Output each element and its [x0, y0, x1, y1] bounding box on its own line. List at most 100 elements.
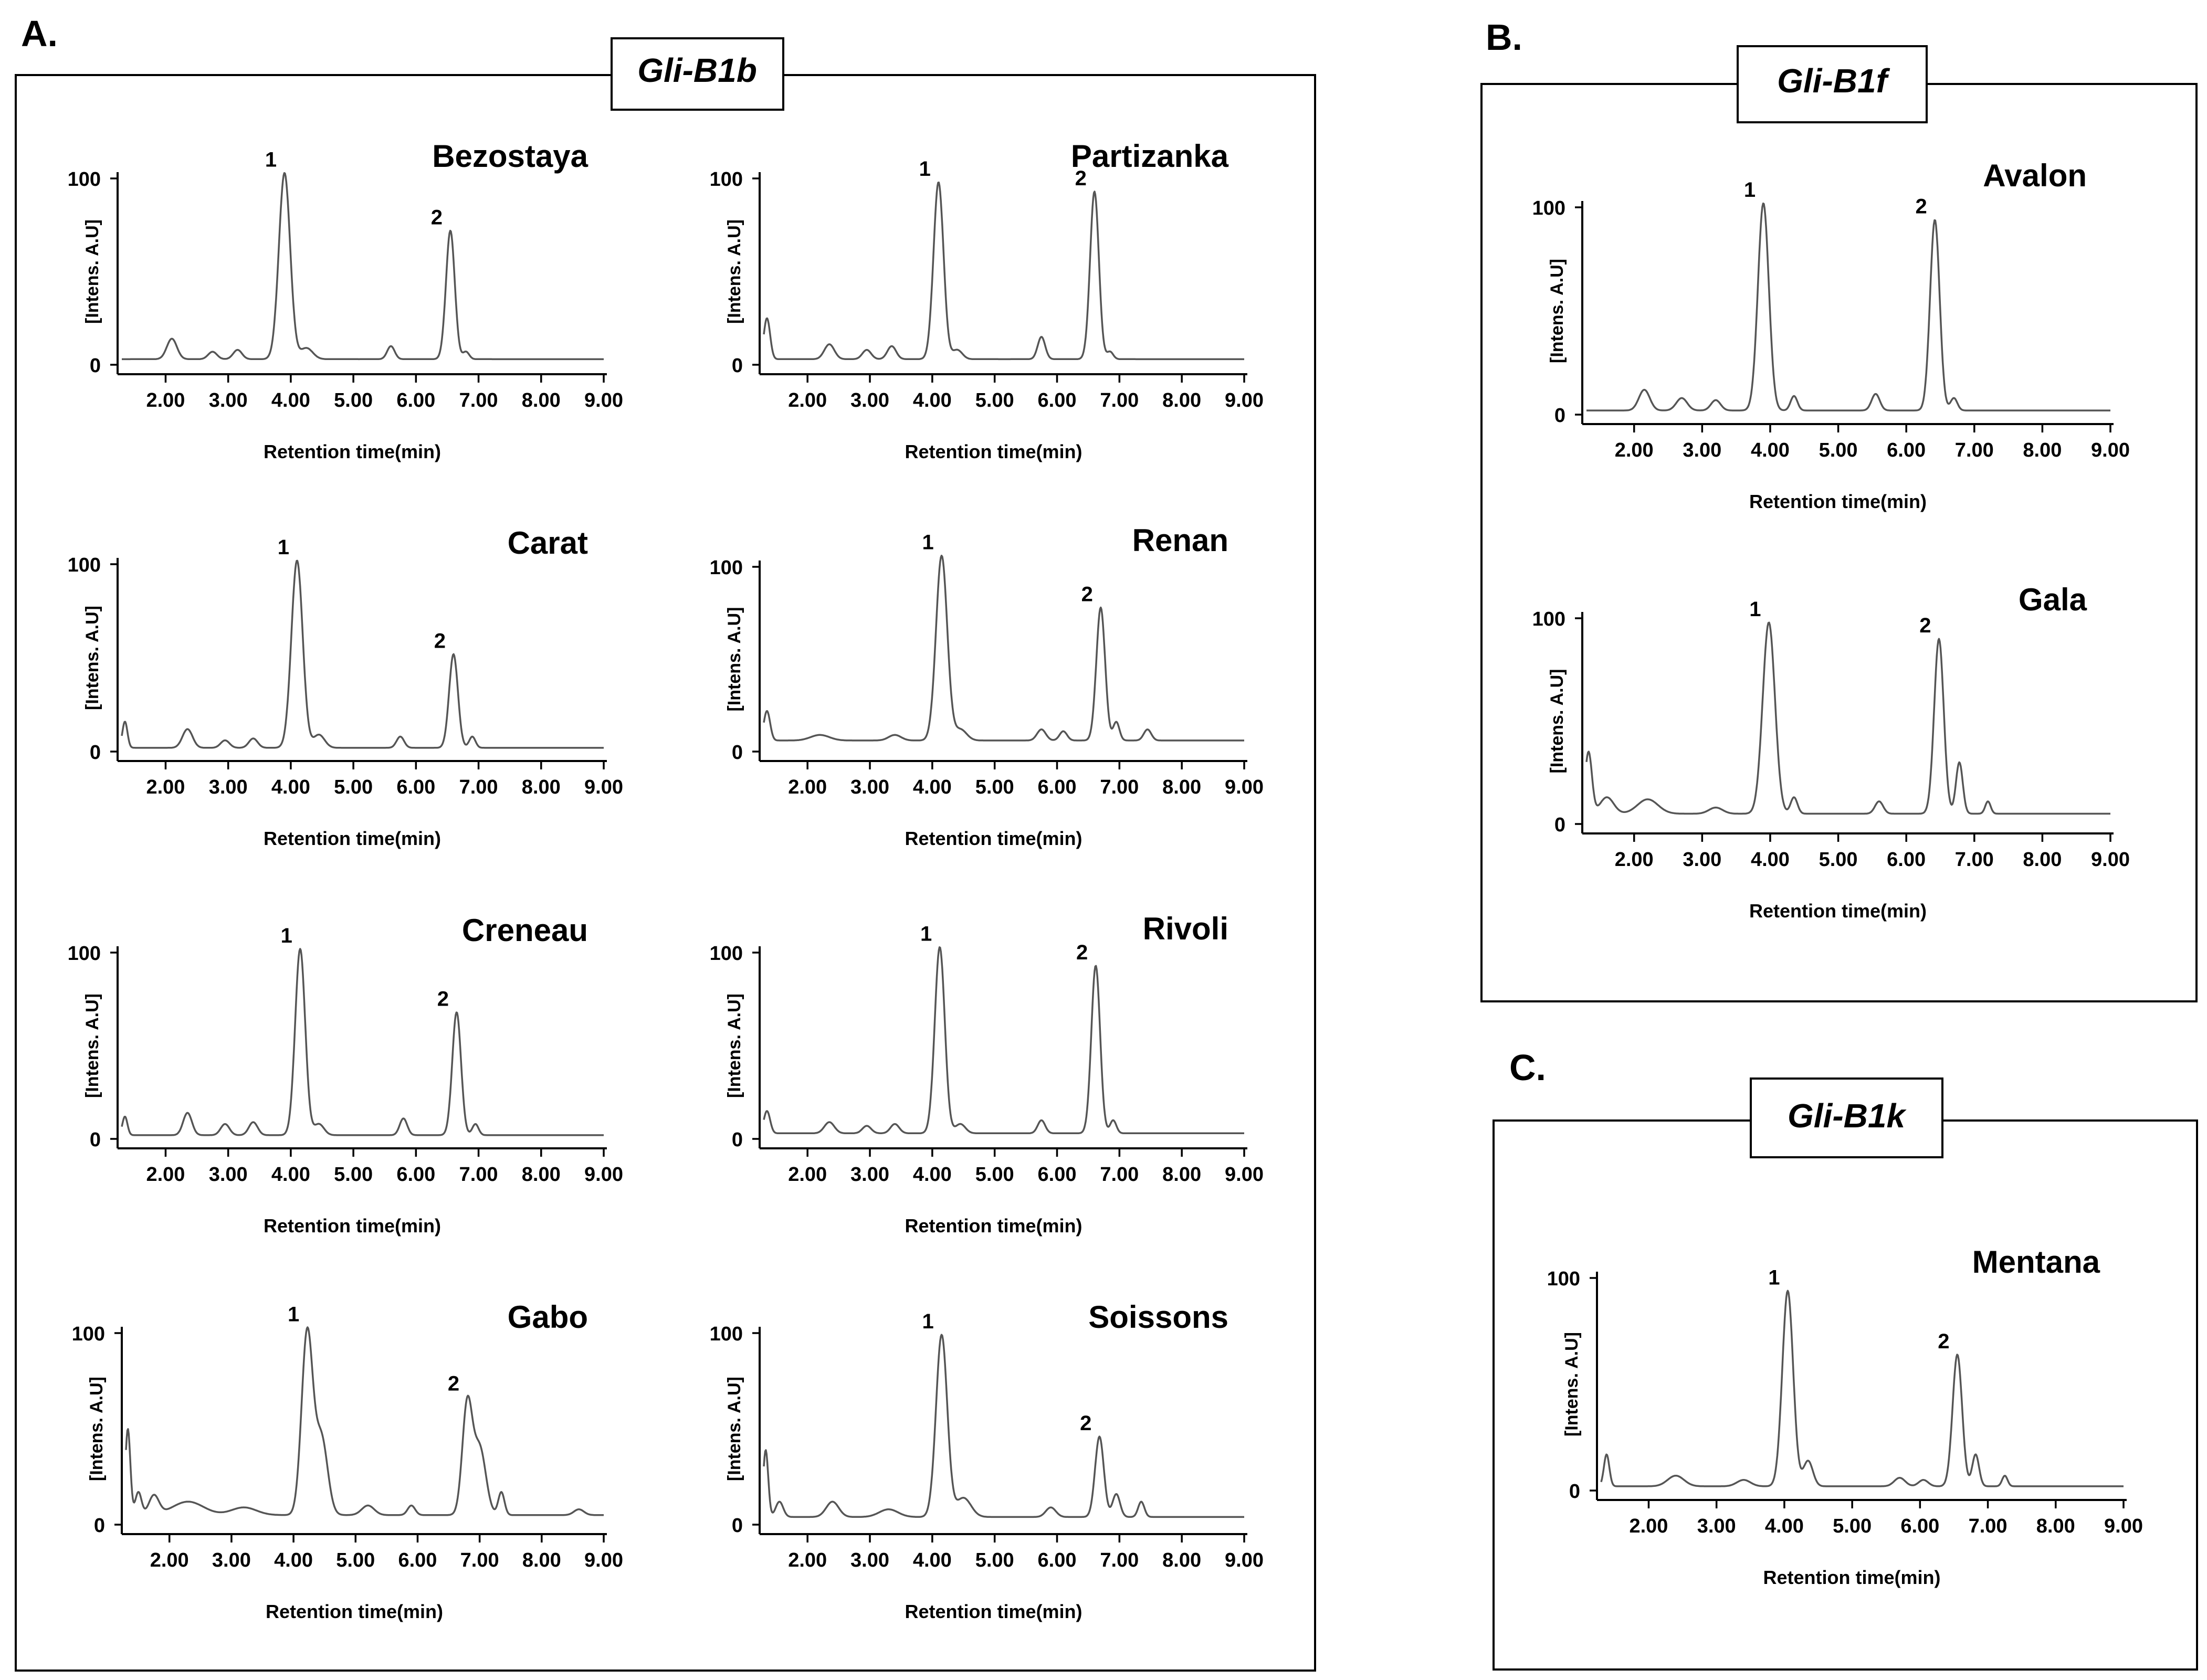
- x-tick-label: 2.00: [1615, 849, 1654, 871]
- x-tick-label: 3.00: [850, 776, 889, 798]
- y-tick-label: 100: [710, 168, 743, 191]
- x-tick-label: 3.00: [209, 1164, 248, 1186]
- cultivar-title: Partizanka: [1071, 139, 1229, 174]
- x-tick-label: 5.00: [975, 1164, 1014, 1186]
- chromatogram-avalon: 0 100 2.00 3.00 4.00 5.00 6.00 7.00 8.00 9.00 Rete…: [1532, 158, 2130, 512]
- panel-b-letter: B.: [1486, 17, 1522, 58]
- x-tick-label: 4.00: [271, 1164, 310, 1186]
- cultivar-title: Avalon: [1983, 158, 2087, 193]
- chromatogram-gabo: 0 100 2.00 3.00 4.00 5.00 6.00 7.00 8.00 9.00 Rete…: [72, 1299, 623, 1622]
- y-tick-label: 0: [1569, 1481, 1580, 1503]
- x-tick-label: 5.00: [334, 776, 373, 798]
- trace-line: [763, 554, 1245, 742]
- peak-label: 2: [1080, 1412, 1091, 1435]
- trace-line: [125, 1326, 604, 1516]
- x-tick-label: 7.00: [1100, 776, 1139, 798]
- x-axis-label: Retention time(min): [264, 828, 441, 849]
- x-tick-label: 4.00: [913, 1164, 952, 1186]
- panel-c-gene-label: Gli-B1k: [1788, 1097, 1907, 1135]
- x-tick-label: 6.00: [396, 776, 435, 798]
- x-tick-label: 7.00: [1100, 1164, 1139, 1186]
- peak-label: 1: [278, 536, 289, 559]
- peak-label: 2: [1081, 583, 1093, 606]
- x-tick-label: 5.00: [1819, 849, 1858, 871]
- x-tick-label: 7.00: [1955, 439, 1994, 461]
- trace-line: [1586, 202, 2111, 411]
- y-tick-label: 0: [1554, 405, 1565, 427]
- x-tick-label: 3.00: [209, 389, 248, 411]
- peak-label: 2: [448, 1372, 459, 1395]
- chromatogram-partizanka: 0 100 2.00 3.00 4.00 5.00 6.00 7.00 8.00 9.00 Rete…: [710, 139, 1264, 462]
- x-tick-label: 2.00: [788, 1164, 827, 1186]
- y-tick-label: 0: [732, 1515, 743, 1537]
- y-tick-label: 100: [710, 1323, 743, 1345]
- x-tick-label: 4.00: [274, 1549, 313, 1571]
- peak-label: 1: [281, 924, 292, 947]
- x-tick-label: 8.00: [1162, 776, 1201, 798]
- panel-c-gene-box: [1750, 1077, 1943, 1158]
- x-tick-label: 7.00: [459, 1164, 498, 1186]
- panel-a-frame: [15, 74, 1316, 1672]
- trace-line: [1585, 621, 2111, 815]
- x-tick-label: 5.00: [1819, 439, 1858, 461]
- x-tick-label: 2.00: [788, 776, 827, 798]
- x-tick-label: 2.00: [1615, 439, 1654, 461]
- x-tick-label: 2.00: [788, 389, 827, 411]
- x-tick-label: 5.00: [334, 1164, 373, 1186]
- peak-label: 1: [922, 531, 934, 554]
- x-tick-label: 3.00: [209, 776, 248, 798]
- x-tick-label: 8.00: [2036, 1515, 2075, 1537]
- panel-b-gene-box: [1737, 45, 1928, 123]
- x-axis-label: Retention time(min): [905, 1601, 1083, 1622]
- x-tick-label: 8.00: [522, 1164, 561, 1186]
- x-tick-label: 6.00: [1038, 1549, 1077, 1571]
- x-tick-label: 2.00: [150, 1549, 189, 1571]
- x-tick-label: 6.00: [396, 1164, 435, 1186]
- x-tick-label: 3.00: [850, 1164, 889, 1186]
- panel-b-gene-label: Gli-B1f: [1777, 62, 1890, 100]
- x-tick-label: 9.00: [1225, 1549, 1264, 1571]
- x-tick-label: 8.00: [1162, 1549, 1201, 1571]
- peak-label: 1: [919, 157, 931, 181]
- x-tick-label: 5.00: [975, 1549, 1014, 1571]
- peak-label: 2: [1075, 167, 1087, 190]
- x-tick-label: 7.00: [1969, 1515, 2008, 1537]
- peak-label: 1: [922, 1310, 934, 1333]
- y-axis-label: [Intens. A.U]: [1562, 1332, 1582, 1436]
- peak-label: 1: [265, 148, 277, 171]
- x-axis-label: Retention time(min): [905, 828, 1083, 849]
- x-axis-label: Retention time(min): [264, 441, 441, 462]
- cultivar-title: Rivoli: [1143, 911, 1228, 946]
- y-tick-label: 0: [732, 355, 743, 377]
- x-tick-label: 9.00: [584, 776, 623, 798]
- x-axis-label: Retention time(min): [264, 1215, 441, 1237]
- chromatogram-rivoli: 0 100 2.00 3.00 4.00 5.00 6.00 7.00 8.00 9.00 Rete…: [710, 911, 1264, 1237]
- x-tick-label: 6.00: [1900, 1515, 1939, 1537]
- trace-line: [121, 948, 604, 1136]
- x-tick-label: 3.00: [1683, 439, 1721, 461]
- peak-label: 1: [1744, 178, 1756, 202]
- x-tick-label: 8.00: [522, 389, 561, 411]
- trace-line: [1600, 1290, 2124, 1487]
- x-axis-label: Retention time(min): [1749, 900, 1927, 922]
- cultivar-title: Mentana: [1972, 1244, 2100, 1280]
- x-axis-label: Retention time(min): [1749, 491, 1927, 512]
- y-tick-label: 0: [94, 1515, 105, 1537]
- y-tick-label: 0: [732, 1129, 743, 1151]
- x-axis-label: Retention time(min): [1763, 1567, 1941, 1588]
- x-tick-label: 5.00: [334, 389, 373, 411]
- y-axis-label: [Intens. A.U]: [87, 1377, 107, 1481]
- cultivar-title: Carat: [508, 525, 588, 561]
- trace-line: [121, 172, 604, 361]
- panel-a-gene-box: [611, 37, 784, 111]
- peak-label: 2: [1919, 614, 1931, 637]
- cultivar-title: Bezostaya: [432, 139, 588, 174]
- y-axis-label: [Intens. A.U]: [724, 219, 744, 324]
- x-tick-label: 2.00: [1629, 1515, 1668, 1537]
- x-tick-label: 5.00: [336, 1549, 375, 1571]
- y-axis-label: [Intens. A.U]: [724, 1377, 744, 1481]
- y-tick-label: 100: [1532, 197, 1565, 219]
- x-tick-label: 9.00: [1225, 389, 1264, 411]
- x-tick-label: 9.00: [2091, 849, 2130, 871]
